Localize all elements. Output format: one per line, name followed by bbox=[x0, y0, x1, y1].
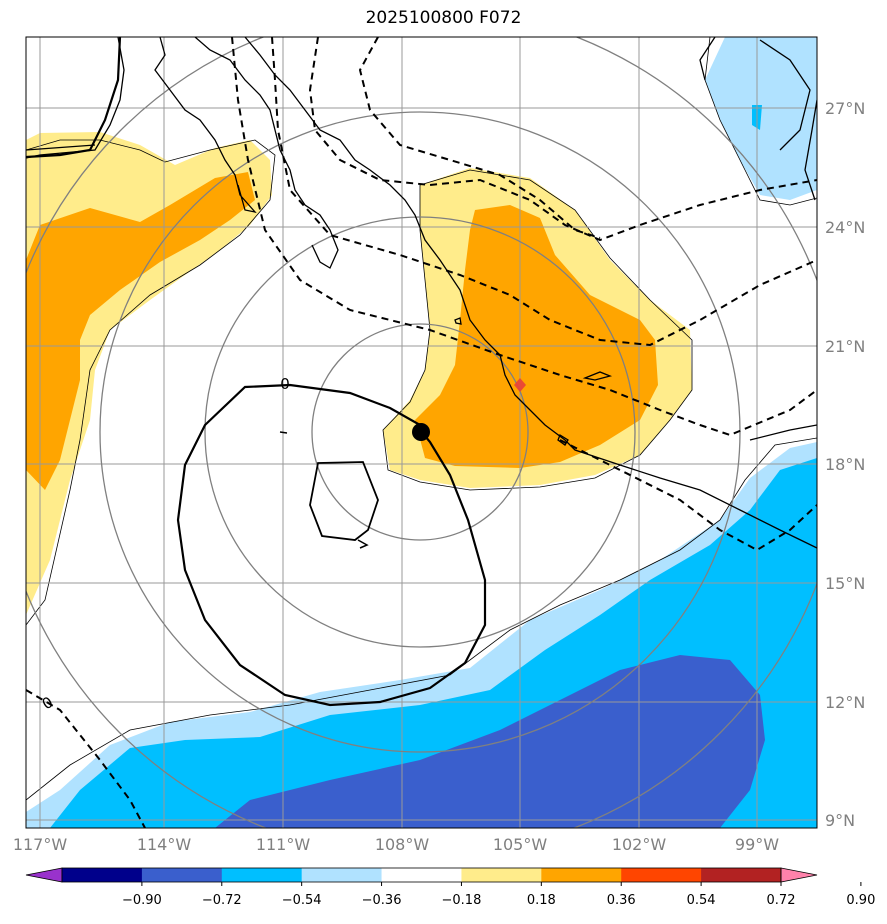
shade-neg-light-ne bbox=[705, 37, 817, 200]
lat-label: 18°N bbox=[825, 455, 865, 474]
colorbar-tick-label: −0.54 bbox=[282, 893, 322, 908]
colorbar-swatch bbox=[621, 868, 702, 882]
longitude-labels: 117°W 114°W 111°W 108°W 105°W 102°W 99°W bbox=[13, 835, 779, 854]
lon-label: 114°W bbox=[137, 835, 192, 854]
map-frame bbox=[25, 36, 818, 829]
colorbar-swatch bbox=[62, 868, 143, 882]
zero-contour-thick bbox=[176, 383, 487, 707]
lat-label: 27°N bbox=[825, 99, 865, 118]
lon-label: 108°W bbox=[375, 835, 430, 854]
dashed-contours bbox=[26, 37, 817, 828]
contour-label-center: 0 bbox=[280, 375, 290, 393]
map-title: 2025100800 F072 bbox=[365, 8, 522, 28]
colorbar-extend-min bbox=[25, 867, 63, 883]
lon-label: 117°W bbox=[13, 835, 68, 854]
zero-contour-inner bbox=[309, 461, 379, 541]
colorbar-swatch bbox=[141, 868, 223, 882]
zero-contour-thin-west bbox=[26, 139, 276, 626]
colorbar-tick-label: 0.90 bbox=[846, 893, 875, 908]
map-area: 0 0 bbox=[26, 37, 817, 828]
coastlines bbox=[26, 37, 817, 549]
lon-label: 105°W bbox=[493, 835, 548, 854]
shade-pos-west-orange bbox=[26, 172, 255, 490]
lat-label: 24°N bbox=[825, 218, 865, 237]
colorbar-swatch bbox=[381, 868, 462, 882]
shade-pos-central-orange bbox=[415, 205, 658, 468]
storm-center-marker bbox=[412, 423, 430, 441]
latitude-labels: 27°N 24°N 21°N 18°N 15°N 12°N 9°N bbox=[825, 99, 865, 830]
zero-contour-west-top bbox=[26, 37, 122, 159]
colorbar: −0.90 −0.72 −0.54 −0.36 −0.18 0.18 0.36 0.54 0.7… bbox=[25, 867, 875, 908]
colorbar-tick-label: 0.18 bbox=[527, 893, 556, 908]
lat-label: 15°N bbox=[825, 574, 865, 593]
colorbar-swatch bbox=[461, 868, 542, 882]
colorbar-swatch bbox=[221, 868, 303, 882]
colorbar-extend-max bbox=[780, 867, 818, 883]
zero-contour-thin-center bbox=[382, 169, 693, 491]
location-tick-marker-2 bbox=[357, 539, 369, 549]
location-tick-marker bbox=[279, 431, 288, 434]
colorbar-swatch bbox=[541, 868, 622, 882]
lat-label: 12°N bbox=[825, 693, 865, 712]
lat-label: 9°N bbox=[825, 811, 855, 830]
zero-contour-thin-south bbox=[26, 437, 817, 801]
range-rings bbox=[26, 37, 817, 828]
colorbar-tick-label: −0.72 bbox=[202, 893, 242, 908]
colorbar-swatch bbox=[701, 868, 782, 882]
lon-label: 111°W bbox=[256, 835, 311, 854]
colorbar-frame bbox=[61, 867, 782, 883]
lat-label: 21°N bbox=[825, 337, 865, 356]
colorbar-tick-label: 0.36 bbox=[607, 893, 636, 908]
colorbar-tick-label: 0.54 bbox=[687, 893, 716, 908]
colorbar-tick-label: −0.18 bbox=[442, 893, 482, 908]
shade-neg-strong bbox=[215, 655, 765, 828]
colorbar-swatch bbox=[301, 868, 383, 882]
colorbar-tick-label: −0.90 bbox=[122, 893, 162, 908]
colorbar-tick-label: 0.72 bbox=[767, 893, 796, 908]
colorbar-tick-label: −0.36 bbox=[362, 893, 402, 908]
location-diamond-marker bbox=[514, 378, 526, 392]
lon-label: 99°W bbox=[735, 835, 779, 854]
lon-label: 102°W bbox=[612, 835, 667, 854]
